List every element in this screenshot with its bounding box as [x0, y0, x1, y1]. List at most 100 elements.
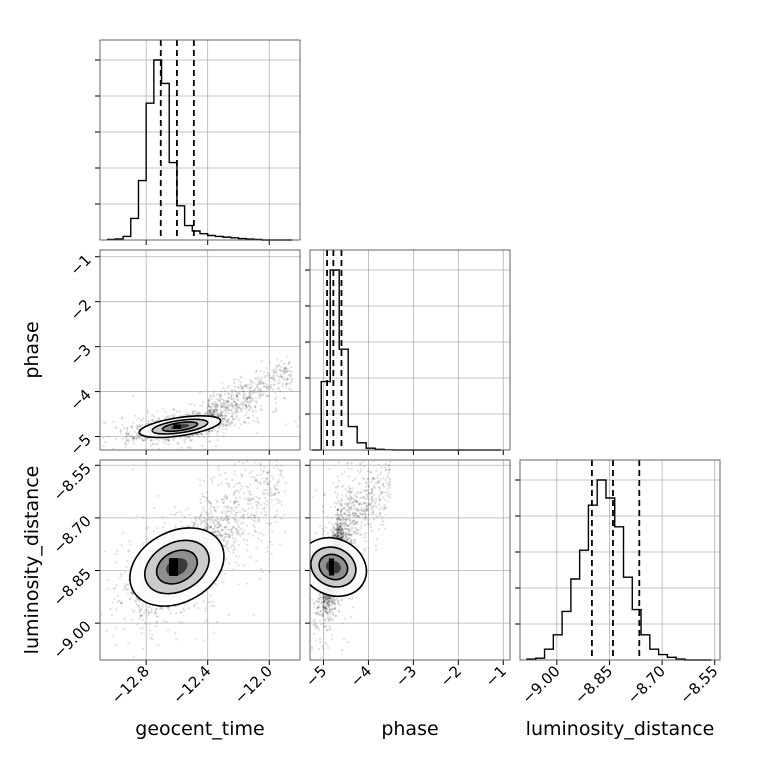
scatter-point — [210, 586, 213, 589]
scatter-point — [257, 376, 260, 379]
scatter-point — [220, 405, 224, 408]
scatter-point — [164, 437, 167, 441]
scatter-point — [217, 412, 220, 415]
scatter-point — [72, 460, 74, 462]
scatter-point — [72, 727, 74, 729]
scatter-point — [226, 400, 229, 403]
scatter-point — [225, 424, 228, 427]
scatter-point — [106, 712, 108, 714]
scatter-point — [139, 615, 142, 618]
scatter-point — [260, 568, 263, 571]
scatter-point — [259, 395, 262, 398]
scatter-point — [191, 434, 194, 438]
scatter-point — [220, 394, 223, 397]
scatter-point — [266, 386, 269, 390]
scatter-point — [216, 430, 219, 433]
scatter-point — [286, 377, 290, 381]
scatter-point — [276, 374, 279, 378]
scatter-point — [217, 405, 220, 408]
scatter-point — [144, 438, 147, 441]
histogram-bars — [526, 479, 712, 661]
scatter-point — [272, 374, 276, 377]
scatter-point — [289, 382, 292, 385]
scatter-point — [182, 609, 186, 612]
scatter-point — [198, 518, 201, 521]
scatter-point — [175, 638, 178, 641]
scatter-point — [225, 402, 228, 405]
scatter-point — [254, 370, 258, 373]
scatter-point — [282, 369, 285, 372]
scatter-point — [200, 513, 203, 517]
scatter-point — [205, 407, 208, 410]
scatter-point — [242, 564, 245, 567]
scatter-point — [223, 572, 227, 575]
scatter-point — [133, 435, 136, 438]
scatter-point — [221, 418, 224, 421]
scatter-point — [155, 615, 158, 618]
scatter-point — [189, 438, 192, 442]
scatter-point — [173, 514, 176, 517]
scatter-point — [78, 564, 80, 566]
scatter-point — [290, 371, 293, 374]
scatter-point — [234, 404, 238, 407]
scatter-point — [230, 412, 233, 416]
scatter-point — [157, 417, 161, 420]
scatter-point — [235, 415, 238, 419]
scatter-point — [217, 412, 220, 415]
scatter-point — [246, 396, 249, 399]
scatter-point — [224, 424, 227, 427]
scatter-point — [227, 408, 230, 411]
scatter-point — [212, 410, 215, 413]
y-tick-label: −4 — [66, 386, 94, 414]
scatter-point — [278, 378, 281, 382]
scatter-point — [233, 424, 236, 427]
scatter-point — [225, 407, 228, 410]
scatter-point — [251, 497, 255, 500]
scatter-point — [260, 359, 263, 363]
scatter-point — [142, 439, 145, 442]
x-tick-label: −9.00 — [518, 662, 563, 707]
y-tick-label: −5 — [66, 431, 94, 459]
scatter-point — [230, 507, 233, 510]
scatter-point — [150, 610, 153, 613]
scatter-point — [246, 397, 249, 400]
scatter-point — [271, 388, 275, 391]
scatter-point — [158, 447, 161, 450]
scatter-point — [179, 436, 182, 440]
scatter-point — [252, 388, 256, 392]
x-tick-label: −8.85 — [571, 662, 616, 707]
histogram-panel-phase — [305, 249, 511, 455]
scatter-point — [232, 551, 235, 555]
scatter-point — [114, 643, 117, 646]
scatter-point — [262, 371, 266, 374]
scatter-point — [230, 415, 233, 418]
scatter-point — [151, 442, 154, 445]
scatter-point — [248, 391, 251, 394]
scatter-point — [220, 405, 223, 408]
scatter-point — [214, 401, 217, 404]
scatter-point — [223, 418, 227, 421]
scatter-point — [162, 441, 165, 444]
scatter-point — [151, 418, 154, 422]
scatter-point — [249, 378, 252, 382]
scatter-point — [183, 438, 186, 441]
scatter-point — [227, 400, 230, 403]
scatter-point — [136, 434, 139, 437]
scatter-point — [222, 404, 225, 407]
scatter-point — [287, 363, 290, 366]
scatter-point — [114, 627, 117, 630]
scatter-point — [283, 370, 287, 374]
scatter-point — [243, 421, 246, 424]
scatter-point — [244, 407, 247, 411]
scatter-point — [122, 427, 126, 430]
scatter-point — [198, 391, 202, 394]
scatter-point — [95, 431, 97, 433]
scatter-point — [289, 388, 293, 391]
scatter-point — [222, 581, 225, 584]
scatter-point — [208, 429, 211, 432]
scatter-point — [136, 424, 139, 427]
scatter-point — [286, 369, 289, 373]
scatter-point — [141, 419, 144, 422]
scatter-point — [214, 408, 218, 411]
